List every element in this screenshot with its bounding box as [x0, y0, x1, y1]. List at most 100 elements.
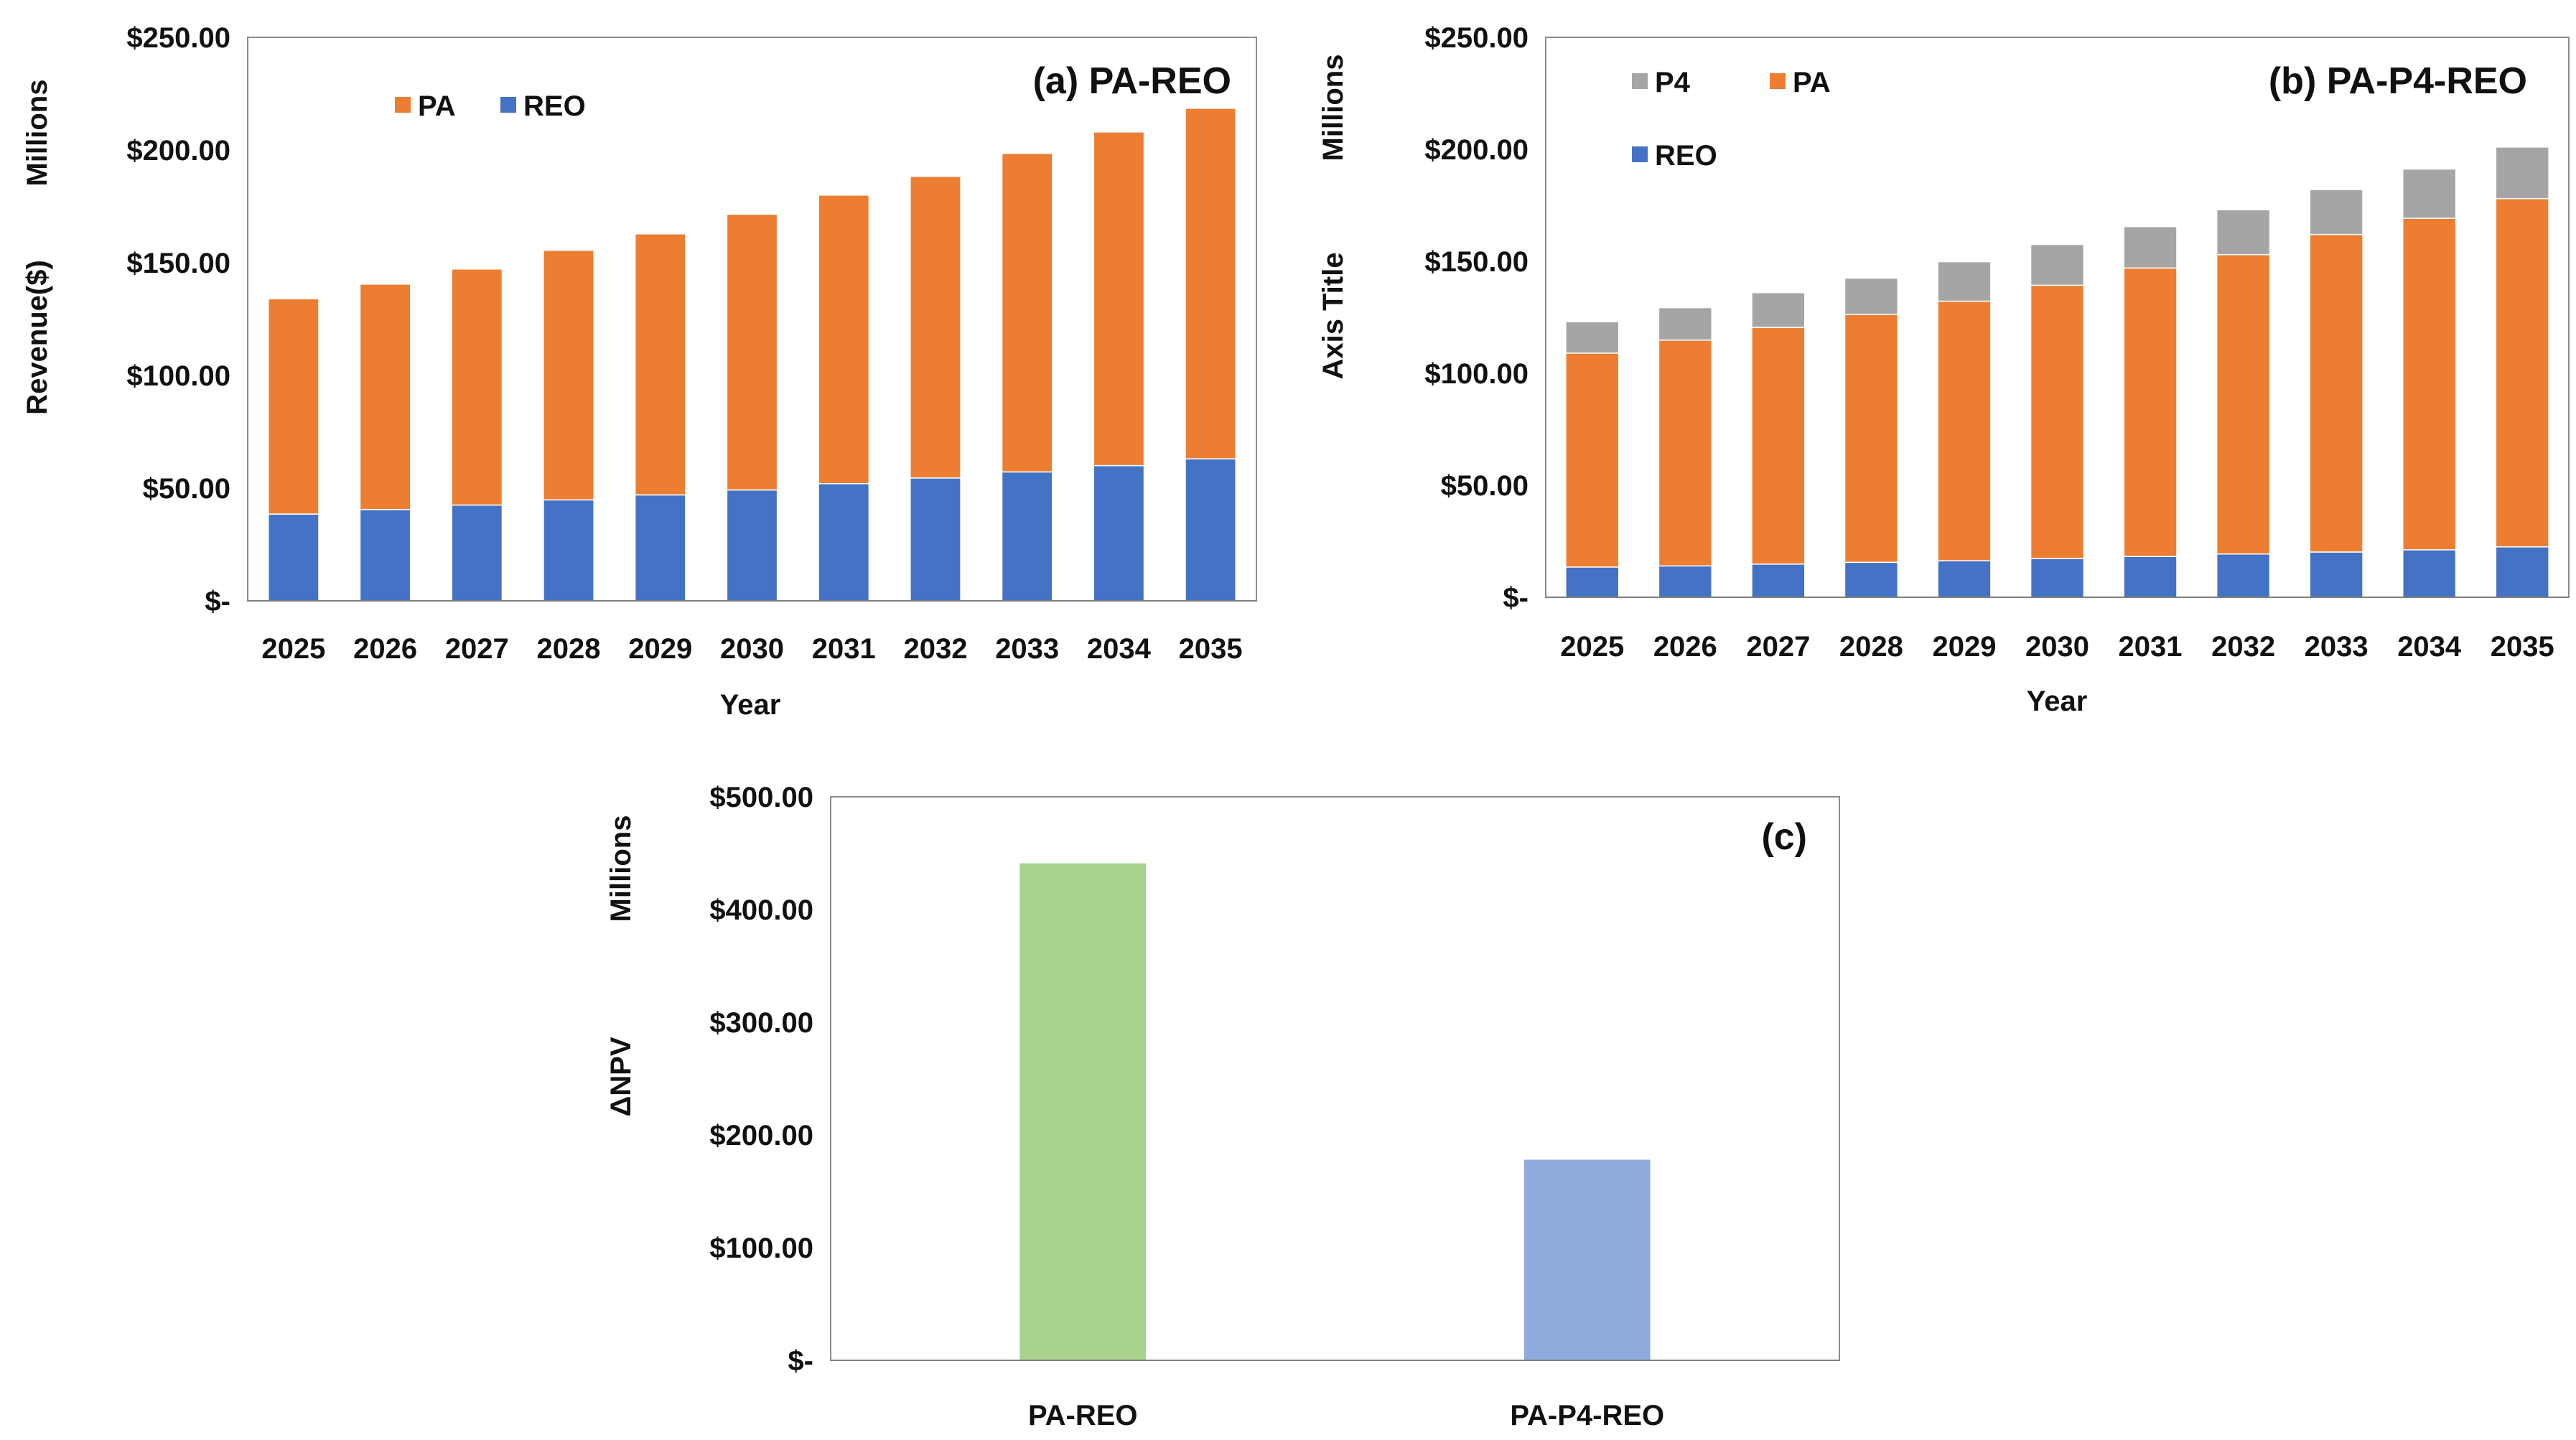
x-tick-label: 2027 — [1746, 631, 1810, 663]
bar-reo-2028 — [543, 499, 594, 602]
panel-b-chart: (b) PA-P4-REO Millions Axis Title Year $… — [1317, 22, 2570, 717]
panel-c-y-axis-label: ΔNPV — [605, 1037, 637, 1116]
x-tick-label: PA-P4-REO — [1510, 1400, 1664, 1431]
bar-p4-2034 — [2402, 168, 2457, 219]
x-tick-label: 2029 — [628, 633, 692, 665]
legend-swatch-pa — [395, 97, 411, 113]
legend-label-pa: PA — [418, 90, 456, 122]
y-tick-label: $300.00 — [709, 1007, 813, 1039]
bar-pa-2027 — [451, 268, 503, 506]
bar-reo-2026 — [1658, 565, 1712, 598]
panel-b-y-axis-label: Axis Title — [1317, 252, 1349, 379]
x-tick-label: 2029 — [1932, 631, 1996, 663]
panel-a-y-ticks: $- $50.00 $100.00 $150.00 $200.00 $250.00 — [126, 22, 230, 617]
panel-c-bars — [831, 863, 1839, 1361]
panel-a-y-axis-label: Revenue($) — [22, 260, 53, 415]
panel-b-x-ticks: 2025 2026 2027 2028 2029 2030 2031 2032 2033 2034… — [1560, 631, 2554, 663]
bar-reo-2031 — [2123, 556, 2178, 598]
panel-b-legend: P4 PA REO — [1632, 67, 1831, 172]
x-tick-label: 2025 — [261, 633, 325, 665]
bar-pa-2031 — [2123, 267, 2178, 557]
y-tick-label: $150.00 — [1424, 246, 1529, 278]
x-tick-label: 2026 — [1653, 631, 1717, 663]
bar-pa-2026 — [359, 284, 411, 510]
bar-pa-2030 — [2030, 284, 2085, 559]
bar-pa-2025 — [1565, 352, 1620, 568]
y-tick-label: $500.00 — [709, 782, 813, 813]
bar-pa-2025 — [267, 298, 319, 515]
bar-reo-2029 — [1937, 560, 1992, 598]
y-tick-label: $200.00 — [1424, 134, 1529, 166]
bar-pa-2028 — [1844, 314, 1899, 564]
y-tick-label: $250.00 — [126, 22, 230, 54]
x-tick-label: 2028 — [537, 633, 601, 665]
y-tick-label: $100.00 — [709, 1233, 813, 1264]
bar-pa-2029 — [634, 233, 686, 496]
bar-pa-2031 — [818, 195, 870, 485]
x-tick-label: 2032 — [2211, 631, 2275, 663]
y-tick-label: $- — [788, 1345, 813, 1377]
y-tick-label: $- — [205, 586, 230, 617]
y-tick-label: $150.00 — [126, 248, 230, 279]
x-tick-label: 2028 — [1839, 631, 1903, 663]
bar-reo-2025 — [267, 513, 319, 602]
legend-label-p4: P4 — [1655, 67, 1691, 98]
panel-c-unit-label: Millions — [605, 815, 637, 922]
x-tick-label: 2035 — [1179, 633, 1243, 665]
legend-swatch-p4 — [1632, 73, 1648, 89]
bar-p4-2027 — [1751, 291, 1806, 328]
bar-reo-2027 — [1751, 564, 1806, 598]
bar-reo-2026 — [359, 509, 411, 602]
bar-p4-2032 — [2216, 209, 2271, 256]
panel-b-bars — [1546, 146, 2569, 598]
bar-pa-2034 — [1093, 131, 1145, 467]
y-tick-label: $- — [1503, 582, 1529, 614]
bar-reo-2035 — [1185, 458, 1237, 602]
x-tick-label: 2030 — [720, 633, 784, 665]
bar-pa-2027 — [1751, 327, 1806, 565]
legend-swatch-pa-b — [1770, 73, 1786, 89]
bar-reo-2032 — [910, 477, 961, 602]
x-tick-label: 2025 — [1560, 631, 1624, 663]
bar-reo-2035 — [2495, 546, 2549, 598]
bar-pa-reo — [1019, 863, 1147, 1360]
panel-c-title: (c) — [1761, 816, 1807, 858]
y-tick-label: $100.00 — [126, 360, 230, 392]
bar-p4-2026 — [1658, 307, 1712, 341]
bar-reo-2029 — [634, 494, 686, 602]
x-tick-label: 2030 — [2025, 631, 2089, 663]
bar-reo-2031 — [818, 482, 870, 602]
legend-label-reo: REO — [523, 90, 586, 122]
bar-reo-2028 — [1844, 561, 1899, 598]
bar-pa-2030 — [726, 213, 778, 491]
bar-pa-2032 — [2216, 253, 2271, 555]
bar-pa-2033 — [1001, 152, 1053, 473]
bar-pa-2028 — [543, 249, 594, 501]
bar-reo-2034 — [1093, 464, 1145, 602]
bar-p4-2035 — [2495, 146, 2549, 200]
legend-label-reo-b: REO — [1655, 140, 1717, 172]
bar-pa-2033 — [2309, 233, 2363, 553]
y-tick-label: $250.00 — [1424, 22, 1529, 54]
legend-swatch-reo-b — [1632, 146, 1648, 162]
y-tick-label: $200.00 — [126, 135, 230, 167]
panel-a-chart: (a) PA-REO Millions Revenue($) Year $- $5… — [22, 22, 1257, 721]
bar-reo-2032 — [2216, 553, 2271, 598]
panel-c-x-ticks: PA-REO PA-P4-REO — [1028, 1400, 1664, 1431]
panel-b-x-axis-label: Year — [2027, 686, 2088, 717]
x-tick-label: 2033 — [995, 633, 1059, 665]
bar-pa-2026 — [1658, 340, 1712, 567]
x-tick-label: 2033 — [2305, 631, 2369, 663]
legend-swatch-reo — [500, 97, 516, 113]
panel-b-y-ticks: $- $50.00 $100.00 $150.00 $200.00 $250.00 — [1424, 22, 1529, 614]
y-tick-label: $50.00 — [1441, 470, 1529, 502]
panel-a-bars — [248, 108, 1256, 602]
bar-pa-2035 — [1185, 108, 1237, 459]
panel-c-y-ticks: $- $100.00 $200.00 $300.00 $400.00 $500.00 — [709, 782, 813, 1377]
x-tick-label: 2031 — [812, 633, 876, 665]
bar-reo-2033 — [1001, 471, 1053, 602]
bar-p4-2025 — [1565, 321, 1620, 354]
x-tick-label: 2034 — [1087, 633, 1152, 665]
panel-a-title: (a) PA-REO — [1033, 60, 1231, 102]
